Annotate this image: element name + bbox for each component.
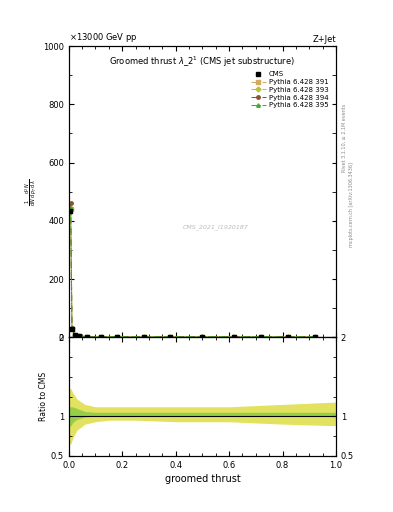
- Pythia 6.428 395: [77, 333, 82, 339]
- Pythia 6.428 394: [77, 333, 82, 339]
- Text: Rivet 3.1.10, ≥ 2.1M events: Rivet 3.1.10, ≥ 2.1M events: [342, 104, 346, 173]
- CMS: [85, 333, 90, 339]
- Pythia 6.428 391: [85, 333, 90, 339]
- Pythia 6.428 391: [168, 334, 173, 340]
- Text: $\times$13000 GeV pp: $\times$13000 GeV pp: [69, 31, 137, 44]
- Pythia 6.428 394: [232, 334, 237, 340]
- Pythia 6.428 394: [168, 334, 173, 340]
- Pythia 6.428 393: [286, 334, 290, 340]
- Pythia 6.428 391: [99, 334, 103, 340]
- Line: Pythia 6.428 391: Pythia 6.428 391: [68, 207, 316, 338]
- Pythia 6.428 391: [70, 326, 74, 332]
- Pythia 6.428 394: [70, 325, 74, 331]
- Pythia 6.428 391: [312, 334, 317, 340]
- Pythia 6.428 393: [67, 208, 72, 215]
- Pythia 6.428 395: [114, 334, 119, 340]
- Pythia 6.428 394: [114, 334, 119, 340]
- Pythia 6.428 394: [68, 200, 73, 206]
- CMS: [99, 334, 103, 340]
- CMS: [70, 326, 74, 332]
- Pythia 6.428 395: [200, 334, 205, 340]
- Pythia 6.428 391: [77, 333, 82, 339]
- Pythia 6.428 395: [232, 334, 237, 340]
- Pythia 6.428 391: [68, 206, 73, 212]
- Pythia 6.428 395: [67, 209, 72, 215]
- Pythia 6.428 395: [72, 332, 77, 338]
- Text: Groomed thrust $\lambda\_2^1$ (CMS jet substructure): Groomed thrust $\lambda\_2^1$ (CMS jet s…: [110, 55, 295, 69]
- Line: Pythia 6.428 394: Pythia 6.428 394: [68, 202, 316, 338]
- X-axis label: groomed thrust: groomed thrust: [165, 474, 240, 484]
- Pythia 6.428 393: [114, 334, 119, 340]
- Y-axis label: Ratio to CMS: Ratio to CMS: [39, 372, 48, 421]
- Pythia 6.428 393: [232, 334, 237, 340]
- Pythia 6.428 394: [200, 334, 205, 340]
- Pythia 6.428 394: [72, 332, 77, 338]
- Line: CMS: CMS: [68, 208, 317, 339]
- CMS: [68, 207, 72, 214]
- Pythia 6.428 394: [85, 333, 90, 339]
- Legend: CMS, Pythia 6.428 391, Pythia 6.428 393, Pythia 6.428 394, Pythia 6.428 395: CMS, Pythia 6.428 391, Pythia 6.428 393,…: [249, 70, 330, 110]
- Pythia 6.428 394: [99, 334, 103, 340]
- CMS: [286, 334, 290, 340]
- Pythia 6.428 395: [168, 334, 173, 340]
- Pythia 6.428 393: [99, 334, 103, 340]
- Text: CMS_2021_I1920187: CMS_2021_I1920187: [183, 224, 249, 229]
- Pythia 6.428 391: [259, 334, 264, 340]
- Pythia 6.428 393: [259, 334, 264, 340]
- Pythia 6.428 394: [259, 334, 264, 340]
- Pythia 6.428 395: [70, 326, 74, 332]
- CMS: [72, 332, 77, 338]
- CMS: [259, 334, 264, 340]
- Text: mcplots.cern.ch [arXiv:1306.3436]: mcplots.cern.ch [arXiv:1306.3436]: [349, 162, 354, 247]
- CMS: [141, 334, 146, 340]
- Pythia 6.428 393: [168, 334, 173, 340]
- Pythia 6.428 393: [72, 332, 77, 338]
- Pythia 6.428 395: [68, 205, 73, 211]
- CMS: [168, 334, 173, 340]
- Text: Z+Jet: Z+Jet: [312, 34, 336, 44]
- Pythia 6.428 395: [141, 334, 146, 340]
- Pythia 6.428 391: [72, 332, 77, 338]
- Y-axis label: $\frac{1}{\mathrm{d}N}\,\frac{\mathrm{d}^2 N}{\mathrm{d}\,p_T\,\mathrm{d}\,\lamb: $\frac{1}{\mathrm{d}N}\,\frac{\mathrm{d}…: [24, 178, 40, 205]
- Pythia 6.428 393: [312, 334, 317, 340]
- CMS: [200, 334, 205, 340]
- Pythia 6.428 395: [259, 334, 264, 340]
- Line: Pythia 6.428 393: Pythia 6.428 393: [68, 207, 316, 338]
- Pythia 6.428 395: [99, 334, 103, 340]
- Pythia 6.428 395: [312, 334, 317, 340]
- Pythia 6.428 395: [286, 334, 290, 340]
- Pythia 6.428 391: [141, 334, 146, 340]
- CMS: [312, 334, 317, 340]
- Pythia 6.428 393: [200, 334, 205, 340]
- CMS: [77, 333, 82, 339]
- Pythia 6.428 393: [85, 333, 90, 339]
- Pythia 6.428 394: [286, 334, 290, 340]
- Pythia 6.428 391: [200, 334, 205, 340]
- Pythia 6.428 394: [67, 208, 72, 215]
- Pythia 6.428 394: [312, 334, 317, 340]
- Pythia 6.428 391: [232, 334, 237, 340]
- Pythia 6.428 393: [70, 325, 74, 331]
- Pythia 6.428 393: [68, 205, 73, 211]
- Pythia 6.428 391: [286, 334, 290, 340]
- Pythia 6.428 391: [114, 334, 119, 340]
- Line: Pythia 6.428 395: Pythia 6.428 395: [68, 206, 316, 338]
- Pythia 6.428 394: [141, 334, 146, 340]
- Pythia 6.428 391: [67, 209, 72, 215]
- Pythia 6.428 395: [85, 333, 90, 339]
- Pythia 6.428 393: [141, 334, 146, 340]
- CMS: [114, 334, 119, 340]
- Pythia 6.428 393: [77, 333, 82, 339]
- CMS: [232, 334, 237, 340]
